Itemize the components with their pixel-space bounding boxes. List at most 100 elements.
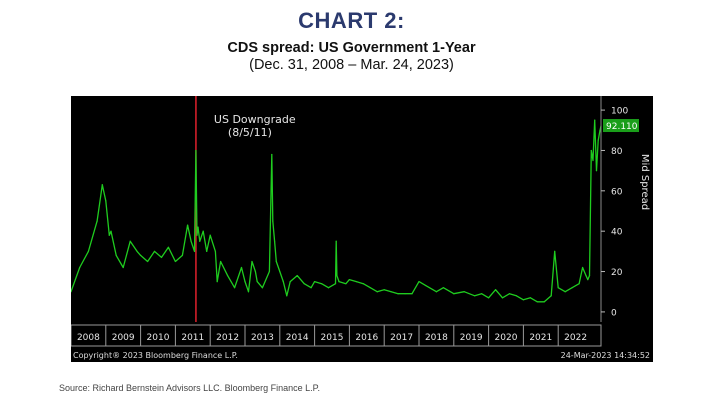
y-tick-label: 100	[611, 107, 628, 117]
x-tick-label: 2017	[390, 333, 413, 343]
data-point	[108, 234, 110, 236]
data-point	[404, 293, 406, 295]
data-point	[327, 287, 330, 289]
data-point	[418, 281, 420, 283]
data-point	[174, 260, 176, 263]
data-point	[411, 293, 413, 295]
data-point	[247, 291, 250, 293]
data-point	[397, 293, 399, 295]
data-point	[186, 224, 189, 226]
data-point	[557, 287, 559, 289]
data-point	[289, 281, 291, 283]
data-point	[594, 119, 596, 121]
y-tick-label: 0	[611, 308, 617, 318]
data-point	[110, 230, 112, 232]
x-tick-label: 2011	[181, 333, 204, 343]
data-point	[550, 295, 552, 297]
x-tick-label: 2015	[321, 333, 344, 343]
x-tick-label: 2018	[425, 333, 448, 343]
data-point	[581, 266, 584, 269]
x-tick-label: 2022	[564, 333, 587, 343]
data-point	[275, 260, 277, 263]
data-point	[463, 291, 465, 293]
data-point	[193, 250, 196, 252]
data-point	[226, 274, 229, 277]
data-point	[585, 274, 587, 277]
data-point	[214, 250, 217, 252]
data-point	[146, 260, 149, 263]
data-point	[129, 240, 131, 242]
timestamp-text: 24-Mar-2023 14:34:52	[561, 351, 650, 360]
x-tick-label: 2012	[216, 333, 239, 343]
data-point	[96, 220, 98, 222]
x-tick-label: 2013	[251, 333, 274, 343]
data-point	[206, 250, 208, 252]
data-point	[383, 289, 385, 291]
data-point	[282, 281, 284, 283]
copyright-text: Copyright® 2023 Bloomberg Finance L.P.	[73, 351, 238, 360]
x-tick-label: 2019	[460, 333, 483, 343]
data-point	[209, 234, 211, 236]
x-tick-label: 2020	[495, 333, 518, 343]
data-point	[296, 274, 298, 277]
data-point	[251, 260, 253, 263]
data-point	[272, 220, 274, 222]
last-value-tag-bg	[603, 119, 639, 133]
data-point	[240, 266, 243, 269]
data-point	[153, 250, 156, 252]
data-point	[261, 287, 263, 289]
data-point	[268, 270, 270, 273]
data-point	[202, 230, 204, 232]
x-tick-label: 2021	[529, 333, 552, 343]
data-point	[554, 250, 556, 252]
data-point	[543, 301, 545, 303]
data-point	[216, 281, 218, 283]
data-point	[115, 254, 117, 256]
data-point	[310, 287, 312, 289]
data-point	[588, 274, 591, 277]
x-tick-label: 2010	[147, 333, 170, 343]
data-point	[355, 281, 357, 283]
data-point	[233, 287, 236, 289]
data-point	[494, 289, 497, 291]
data-point	[167, 246, 170, 248]
data-point	[101, 184, 103, 186]
data-point	[122, 266, 124, 269]
data-point	[536, 301, 538, 303]
data-point	[592, 159, 594, 162]
data-point	[197, 226, 199, 228]
y-tick-label: 60	[611, 187, 623, 197]
data-point	[564, 291, 566, 293]
data-point	[442, 287, 444, 289]
y-tick-label: 80	[611, 147, 623, 157]
data-point	[597, 139, 599, 141]
data-point	[105, 200, 107, 202]
data-point	[220, 260, 222, 263]
data-point	[578, 283, 580, 285]
data-point	[590, 149, 592, 152]
data-point	[435, 291, 437, 293]
data-point	[369, 287, 371, 289]
cds-spread-chart: 0 20 40 60 80 100 Mid Spread 92.110 2008 2009 2010…	[71, 96, 653, 362]
data-point	[334, 283, 337, 285]
data-point	[362, 283, 364, 285]
x-tick-label: 2009	[112, 333, 135, 343]
data-point	[256, 281, 258, 283]
data-point	[199, 240, 201, 242]
data-point	[487, 297, 490, 299]
data-point	[286, 295, 288, 297]
data-point	[508, 293, 511, 295]
last-value-label: 92.110	[606, 122, 638, 132]
x-axis-band	[71, 324, 602, 347]
data-point	[425, 285, 427, 287]
data-point	[196, 234, 198, 236]
data-point	[190, 240, 192, 242]
source-note: Source: Richard Bernstein Advisors LLC. …	[59, 383, 320, 393]
data-point	[273, 240, 276, 242]
data-point	[496, 291, 498, 293]
chart-number-label: CHART 2:	[298, 8, 405, 33]
annotation-label: US Downgrade	[214, 113, 296, 126]
data-point	[87, 250, 89, 252]
data-point	[338, 281, 340, 283]
data-point	[474, 295, 476, 297]
